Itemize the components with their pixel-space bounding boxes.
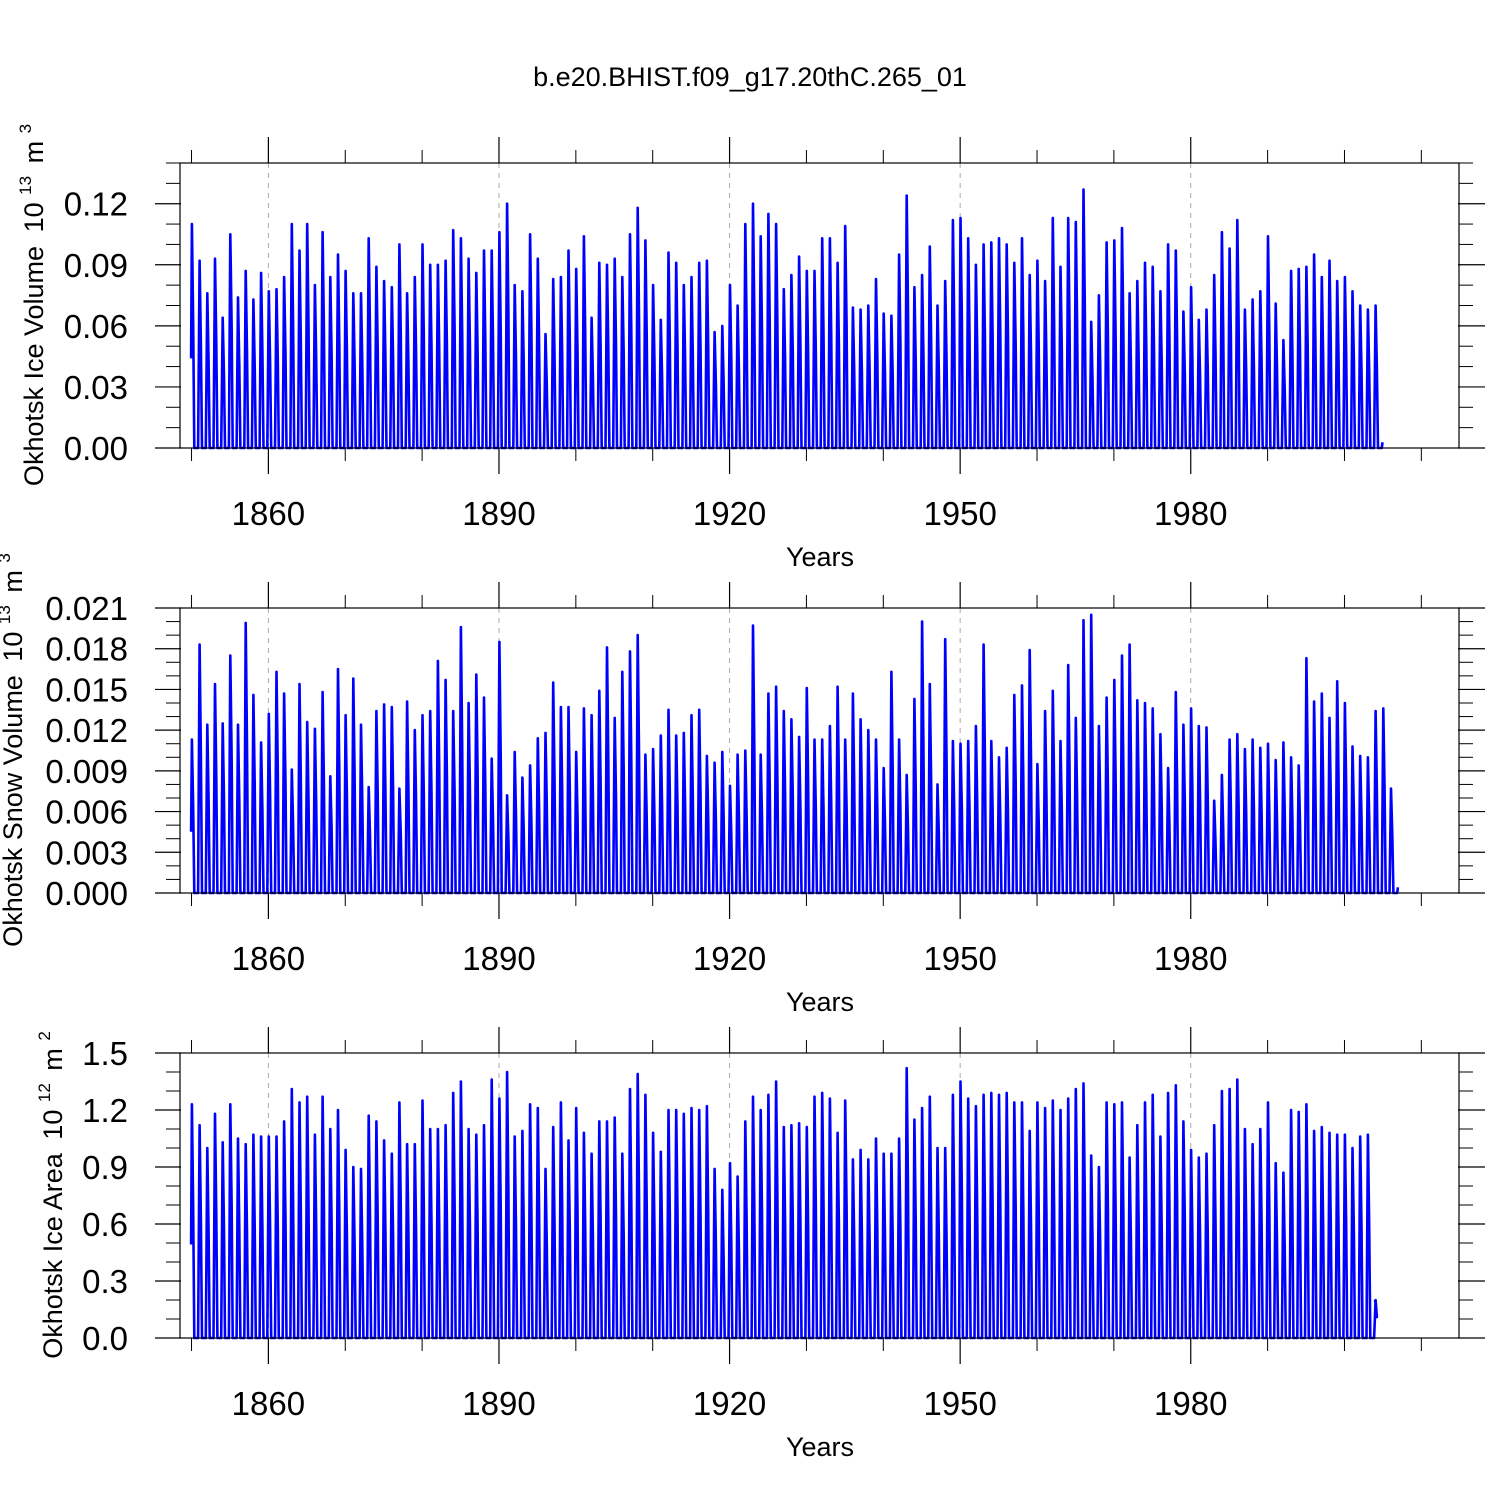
snow-volume-x-tick-label: 1890 bbox=[462, 940, 535, 977]
snow-volume-plot-frame bbox=[179, 607, 1460, 894]
ice-area-x-tick-label: 1860 bbox=[232, 1385, 305, 1422]
ice-volume-y-axis-title-group: Okhotsk Ice Volume 10 13 m 3 bbox=[7, 124, 49, 486]
snow-volume-x-tick-label: 1920 bbox=[693, 940, 766, 977]
ice-area-y-tick-label: 0.9 bbox=[82, 1149, 128, 1186]
snow-volume-y-axis-unit-exp: 13 bbox=[0, 605, 14, 624]
ice-area-panel: 0.0 0.3 0.6 0.9 1.2 1.5 1860 1890 1920 1950 1980 Y… bbox=[26, 1027, 1485, 1462]
ice-volume-y-axis-unit-exp: 13 bbox=[16, 176, 35, 195]
ice-volume-y-axis-unit-sym-exp: 3 bbox=[16, 124, 35, 133]
ice-area-y-tick-label: 1.5 bbox=[82, 1035, 128, 1072]
snow-volume-y-tick-label: 0.012 bbox=[45, 712, 128, 749]
snow-volume-x-axis-title: Years bbox=[786, 987, 854, 1017]
ice-area-y-tick-label: 1.2 bbox=[82, 1092, 128, 1129]
ice-area-y-axis-label: Okhotsk Ice Area bbox=[38, 1152, 68, 1359]
ice-volume-y-tick-label: 0.09 bbox=[64, 247, 128, 284]
ice-volume-y-tick-label: 0.12 bbox=[64, 186, 128, 223]
ice-area-y-axis-unit-base: 10 bbox=[38, 1110, 68, 1140]
ice-volume-x-tick-label: 1980 bbox=[1154, 495, 1227, 532]
ice-volume-y-tick-label: 0.00 bbox=[64, 430, 128, 467]
snow-volume-x-tick-label: 1980 bbox=[1154, 940, 1227, 977]
ice-volume-y-axis-label: Okhotsk Ice Volume bbox=[19, 246, 49, 486]
ice-area-y-axis-title-group: Okhotsk Ice Area 10 12 m 2 bbox=[26, 1031, 68, 1359]
ice-area-y-tick-label: 0.6 bbox=[82, 1206, 128, 1243]
ice-area-x-tick-label: 1890 bbox=[462, 1385, 535, 1422]
ice-area-x-tick-label: 1950 bbox=[923, 1385, 996, 1422]
snow-volume-y-tick-label: 0.021 bbox=[45, 590, 128, 627]
ice-volume-y-tick-label: 0.06 bbox=[64, 308, 128, 345]
ice-area-y-axis-unit-sym: m bbox=[38, 1048, 68, 1071]
ice-volume-y-axis-unit-sym: m bbox=[19, 141, 49, 164]
ice-area-y-axis-unit-exp: 12 bbox=[35, 1083, 54, 1102]
snow-volume-y-tick-label: 0.006 bbox=[45, 794, 128, 831]
ice-area-x-axis-title: Years bbox=[786, 1432, 854, 1462]
figure-title: b.e20.BHIST.f09_g17.20thC.265_01 bbox=[533, 62, 967, 92]
ice-volume-x-tick-label: 1860 bbox=[232, 495, 305, 532]
snow-volume-x-tick-label: 1950 bbox=[923, 940, 996, 977]
ice-area-ticks: 0.0 0.3 0.6 0.9 1.2 1.5 1860 1890 1920 1950 1980 bbox=[82, 1027, 1485, 1422]
ice-area-y-tick-label: 0.3 bbox=[82, 1263, 128, 1300]
snow-volume-y-axis-unit-base: 10 bbox=[0, 632, 28, 662]
snow-volume-y-tick-label: 0.015 bbox=[45, 671, 128, 708]
snow-volume-y-tick-label: 0.003 bbox=[45, 834, 128, 871]
snow-volume-x-tick-label: 1860 bbox=[232, 940, 305, 977]
ice-area-y-axis-unit-sym-exp: 2 bbox=[35, 1031, 54, 1040]
ice-volume-x-tick-label: 1920 bbox=[693, 495, 766, 532]
snow-volume-y-tick-label: 0.009 bbox=[45, 753, 128, 790]
ice-volume-x-tick-label: 1890 bbox=[462, 495, 535, 532]
ice-area-plot-frame bbox=[179, 1052, 1460, 1339]
snow-volume-y-tick-label: 0.000 bbox=[45, 875, 128, 912]
snow-volume-series-line bbox=[189, 613, 1400, 895]
ice-volume-x-tick-label: 1950 bbox=[923, 495, 996, 532]
ice-area-x-tick-label: 1920 bbox=[693, 1385, 766, 1422]
ice-volume-y-axis-title: Okhotsk Ice Volume 10 13 m 3 bbox=[7, 124, 49, 486]
snow-volume-series bbox=[189, 613, 1400, 895]
ice-volume-panel: 0.00 0.03 0.06 0.09 0.12 1860 1890 1920 1950 1980… bbox=[7, 124, 1485, 572]
snow-volume-y-axis-unit-sym-exp: 3 bbox=[0, 553, 14, 562]
ice-volume-y-tick-label: 0.03 bbox=[64, 369, 128, 406]
snow-volume-y-axis-title-group: Okhotsk Snow Volume 10 13 m 3 bbox=[0, 553, 28, 947]
ice-volume-ticks: 0.00 0.03 0.06 0.09 0.12 1860 1890 1920 1950 1980 bbox=[64, 137, 1485, 532]
snow-volume-y-axis-unit-sym: m bbox=[0, 570, 28, 593]
ice-area-y-axis-title: Okhotsk Ice Area 10 12 m 2 bbox=[26, 1031, 68, 1359]
snow-volume-y-axis-title: Okhotsk Snow Volume 10 13 m 3 bbox=[0, 553, 28, 947]
ice-area-x-tick-label: 1980 bbox=[1154, 1385, 1227, 1422]
snow-volume-y-tick-label: 0.018 bbox=[45, 631, 128, 668]
ice-volume-x-axis-title: Years bbox=[786, 542, 854, 572]
ice-area-y-tick-label: 0.0 bbox=[82, 1320, 128, 1357]
ice-volume-y-axis-unit-base: 10 bbox=[19, 202, 49, 232]
snow-volume-y-axis-label: Okhotsk Snow Volume bbox=[0, 675, 28, 947]
